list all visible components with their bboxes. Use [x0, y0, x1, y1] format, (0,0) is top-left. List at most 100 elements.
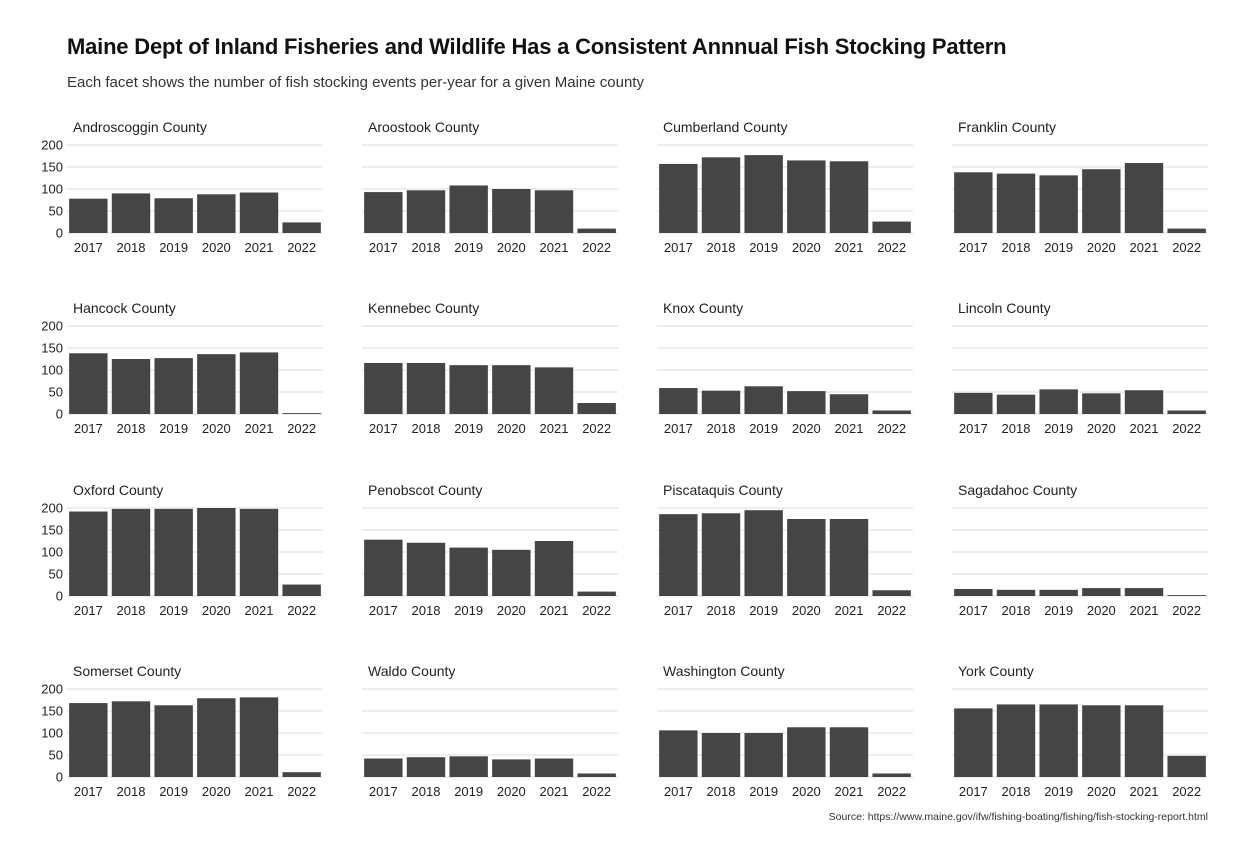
- x-tick-label: 2020: [792, 240, 821, 255]
- chart-subtitle: Each facet shows the number of fish stoc…: [67, 74, 644, 91]
- facet-cumberland-county: Cumberland County 2017 2018 2019 2020 2021 202…: [657, 119, 913, 255]
- y-tick-label: 50: [49, 204, 63, 219]
- bar-2021: [534, 541, 574, 596]
- x-tick-label: 2022: [877, 784, 906, 799]
- x-tick-label: 2019: [454, 421, 483, 436]
- facet-title: Kennebec County: [368, 300, 479, 316]
- bar-2018: [406, 190, 446, 233]
- bar-2019: [744, 386, 783, 414]
- bar-2021: [239, 352, 279, 414]
- x-tick-label: 2022: [877, 603, 906, 618]
- x-tick-label: 2017: [74, 240, 103, 255]
- y-tick-label: 200: [41, 682, 63, 697]
- facet-androscoggin-county: 0 50 100 150 200 Androscoggin County 2017 2018 2…: [41, 119, 323, 255]
- y-tick-label: 100: [41, 182, 63, 197]
- x-tick-label: 2017: [959, 603, 988, 618]
- facet-hancock-county: 0 50 100 150 200 Hancock County 2017 2018 2019 20…: [41, 300, 323, 436]
- x-tick-label: 2018: [707, 603, 736, 618]
- facet-somerset-county: 0 50 100 150 200 Somerset County 2017 2018 2019 2…: [41, 663, 323, 799]
- x-tick-label: 2021: [540, 421, 569, 436]
- x-tick-label: 2022: [877, 421, 906, 436]
- x-tick-label: 2020: [1087, 421, 1116, 436]
- x-tick-label: 2020: [792, 603, 821, 618]
- x-tick-label: 2022: [582, 784, 611, 799]
- y-tick-label: 50: [49, 748, 63, 763]
- y-tick-label: 100: [41, 726, 63, 741]
- bar-2021: [534, 758, 574, 777]
- x-tick-label: 2020: [497, 784, 526, 799]
- facet-lincoln-county: Lincoln County 2017 2018 2019 2020 2021 2022: [952, 300, 1208, 436]
- y-tick-label: 200: [41, 138, 63, 153]
- x-tick-label: 2019: [749, 421, 778, 436]
- x-tick-label: 2019: [749, 603, 778, 618]
- bar-2019: [154, 198, 193, 233]
- y-tick-label: 0: [56, 589, 63, 604]
- facet-sagadahoc-county: Sagadahoc County 2017 2018 2019 2020 2021 2022: [952, 482, 1208, 618]
- facet-title: Aroostook County: [368, 119, 479, 135]
- bar-2020: [492, 549, 531, 596]
- x-tick-label: 2017: [664, 784, 693, 799]
- y-tick-label: 150: [41, 160, 63, 175]
- facet-franklin-county: Franklin County 2017 2018 2019 2020 2021 2022: [952, 119, 1208, 255]
- y-tick-label: 100: [41, 363, 63, 378]
- x-tick-label: 2017: [369, 784, 398, 799]
- x-tick-label: 2021: [835, 421, 864, 436]
- bar-2017: [659, 388, 698, 414]
- x-tick-label: 2017: [369, 603, 398, 618]
- facet-title: Franklin County: [958, 119, 1056, 135]
- x-tick-label: 2022: [582, 240, 611, 255]
- bar-2021: [239, 697, 279, 777]
- x-tick-label: 2022: [287, 240, 316, 255]
- x-tick-label: 2019: [159, 421, 188, 436]
- bar-2019: [449, 756, 488, 777]
- facet-piscataquis-county: Piscataquis County 2017 2018 2019 2020 2021 20…: [657, 482, 913, 618]
- x-tick-label: 2018: [1002, 421, 1031, 436]
- bar-2017: [364, 539, 403, 596]
- bar-2022: [872, 773, 911, 777]
- x-tick-label: 2021: [540, 784, 569, 799]
- bar-2018: [111, 508, 151, 596]
- bar-2019: [1039, 589, 1078, 596]
- bar-2022: [872, 221, 911, 233]
- x-tick-label: 2018: [117, 784, 146, 799]
- bar-2021: [829, 727, 869, 777]
- x-tick-label: 2018: [1002, 603, 1031, 618]
- bar-2019: [449, 547, 488, 596]
- x-tick-label: 2022: [287, 421, 316, 436]
- bar-2017: [954, 588, 993, 596]
- x-tick-label: 2020: [497, 603, 526, 618]
- facet-title: Androscoggin County: [73, 119, 207, 135]
- facet-title: Cumberland County: [663, 119, 788, 135]
- facet-title: Somerset County: [73, 663, 181, 679]
- facet-washington-county: Washington County 2017 2018 2019 2020 2021 202…: [657, 663, 913, 799]
- facet-title: Penobscot County: [368, 482, 482, 498]
- x-tick-label: 2022: [1172, 421, 1201, 436]
- x-tick-label: 2019: [159, 603, 188, 618]
- bar-2017: [954, 172, 993, 233]
- bar-2022: [577, 591, 616, 596]
- bar-2018: [996, 704, 1036, 777]
- facet-knox-county: Knox County 2017 2018 2019 2020 2021 2022: [657, 300, 913, 436]
- x-tick-label: 2022: [582, 603, 611, 618]
- bar-2018: [111, 193, 151, 233]
- bar-2021: [829, 394, 869, 414]
- bar-2019: [744, 733, 783, 777]
- x-tick-label: 2020: [792, 421, 821, 436]
- bar-2019: [744, 510, 783, 596]
- bar-2020: [492, 759, 531, 777]
- y-tick-label: 150: [41, 523, 63, 538]
- bar-2022: [282, 584, 321, 596]
- x-tick-label: 2017: [959, 784, 988, 799]
- bar-2021: [829, 161, 869, 233]
- bar-2022: [282, 772, 321, 777]
- facet-oxford-county: 0 50 100 150 200 Oxford County 2017 2018 2019 202…: [41, 482, 323, 618]
- bar-2021: [1124, 163, 1164, 233]
- y-tick-label: 0: [56, 770, 63, 785]
- x-tick-label: 2019: [159, 784, 188, 799]
- x-tick-label: 2019: [159, 240, 188, 255]
- bar-2021: [1124, 705, 1164, 777]
- facet-title: Washington County: [663, 663, 785, 679]
- x-tick-label: 2019: [1044, 784, 1073, 799]
- bar-2017: [364, 362, 403, 414]
- x-tick-label: 2021: [835, 240, 864, 255]
